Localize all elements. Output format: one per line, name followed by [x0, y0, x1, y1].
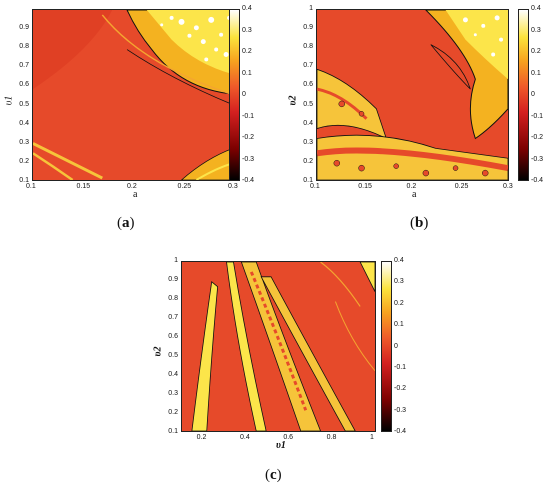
colorbar-tick-label: 0	[242, 91, 246, 98]
colorbar-tick-label: -0.1	[242, 112, 255, 120]
colorbar-tick-label: 0.1	[531, 69, 541, 77]
colorbar-c	[381, 261, 392, 432]
y-tick-label: 0.7	[168, 314, 178, 321]
colorbar-tick-label: -0.1	[531, 112, 544, 120]
y-tick-label: 0.2	[303, 157, 313, 165]
colorbar-b	[518, 9, 529, 181]
heatmap-a-svg	[33, 10, 233, 180]
y-tick-label: 1	[174, 257, 178, 264]
y-tick-label: 0.5	[19, 100, 29, 108]
colorbar-tick-label: 0	[531, 91, 535, 98]
x-tick-label: 0.15	[358, 183, 372, 190]
heatmap-c-svg	[182, 262, 375, 431]
x-tick-label: 0.6	[283, 434, 294, 441]
y-tick-label: 0.4	[19, 119, 29, 127]
y-axis-label: υ2	[152, 346, 164, 357]
y-tick-label: 0.1	[303, 177, 313, 184]
y-tick-label: 0.1	[168, 428, 178, 435]
colorbar-tick-label: -0.3	[531, 155, 544, 163]
colorbar-tick-label: -0.2	[394, 385, 407, 393]
colorbar-tick-label: 0.1	[242, 69, 252, 77]
y-tick-label: 1	[309, 5, 313, 12]
colorbar-tick-label: 0.4	[394, 257, 404, 264]
colorbar-tick-label: 0.1	[394, 321, 404, 329]
y-tick-label: 0.4	[168, 371, 178, 378]
y-tick-label: 0.2	[19, 157, 29, 165]
x-tick-label: 1	[370, 434, 374, 441]
y-tick-label: 0.7	[19, 62, 29, 70]
heatmap-b	[316, 9, 509, 181]
colorbar-tick-label: -0.4	[242, 177, 255, 184]
x-tick-label: 0.8	[326, 434, 337, 441]
colorbar-tick-label: -0.4	[394, 428, 407, 435]
colorbar-tick-label: -0.1	[394, 363, 407, 371]
y-tick-label: 0.6	[168, 333, 178, 340]
y-axis-label: υ1	[3, 95, 15, 106]
panel-caption: (c)	[265, 467, 282, 483]
heatmap-b-svg	[317, 10, 508, 180]
x-tick-label: 0.25	[177, 183, 192, 190]
y-tick-label: 0.5	[168, 352, 178, 359]
x-tick-label: 0.2	[406, 183, 417, 190]
y-tick-label: 0.2	[168, 409, 178, 416]
colorbar-tick-label: 0.4	[531, 5, 541, 12]
colorbar-tick-label: 0.3	[394, 278, 404, 286]
x-axis-label: a	[133, 189, 138, 200]
heatmap-c	[181, 261, 376, 432]
y-tick-label: 0.9	[168, 276, 178, 283]
x-axis-label: a	[412, 189, 417, 200]
y-tick-label: 0.8	[168, 295, 178, 302]
colorbar-tick-label: -0.4	[531, 177, 544, 184]
x-tick-label: 0.3	[503, 183, 513, 190]
y-axis-label: υ2	[287, 95, 299, 106]
colorbar-tick-label: 0.4	[242, 5, 252, 12]
colorbar-tick-label: -0.2	[531, 134, 544, 141]
panel-caption: (b)	[410, 215, 429, 231]
colorbar-tick-label: 0	[394, 342, 398, 350]
x-tick-label: 0.3	[228, 183, 238, 190]
heatmap-a	[32, 9, 234, 181]
y-tick-label: 0.9	[19, 24, 29, 32]
y-tick-label: 0.3	[19, 138, 29, 146]
x-tick-label: 0.4	[240, 434, 250, 441]
colorbar-tick-label: 0.3	[531, 26, 541, 34]
colorbar-tick-label: 0.2	[531, 48, 541, 55]
colorbar-tick-label: 0.3	[242, 26, 252, 34]
x-tick-label: 0.15	[76, 183, 91, 190]
colorbar-tick-label: 0.2	[242, 48, 252, 55]
colorbar-tick-label: 0.2	[394, 299, 404, 307]
y-tick-label: 0.4	[303, 119, 313, 127]
colorbar-tick-label: -0.3	[242, 155, 255, 163]
panel-caption: (a)	[117, 215, 135, 231]
colorbar-a	[229, 9, 240, 181]
x-tick-label: 0.2	[196, 434, 207, 441]
y-tick-label: 0.5	[303, 100, 313, 108]
y-tick-label: 0.7	[303, 62, 313, 70]
y-tick-label: 0.6	[303, 81, 313, 89]
y-tick-label: 0.1	[19, 177, 29, 184]
colorbar-tick-label: -0.2	[242, 134, 255, 141]
y-tick-label: 0.3	[303, 138, 313, 146]
x-tick-label: 0.1	[26, 183, 36, 190]
y-tick-label: 0.6	[19, 81, 29, 89]
y-tick-label: 0.9	[303, 24, 313, 32]
y-tick-label: 0.3	[168, 390, 178, 397]
x-tick-label: 0.2	[127, 183, 137, 190]
x-tick-label: 0.25	[454, 183, 469, 190]
x-tick-label: 0.1	[310, 183, 320, 190]
x-axis-label: υ1	[276, 440, 286, 451]
y-tick-label: 0.8	[303, 43, 313, 51]
colorbar-tick-label: -0.3	[394, 406, 407, 414]
y-tick-label: 0.8	[19, 43, 29, 51]
